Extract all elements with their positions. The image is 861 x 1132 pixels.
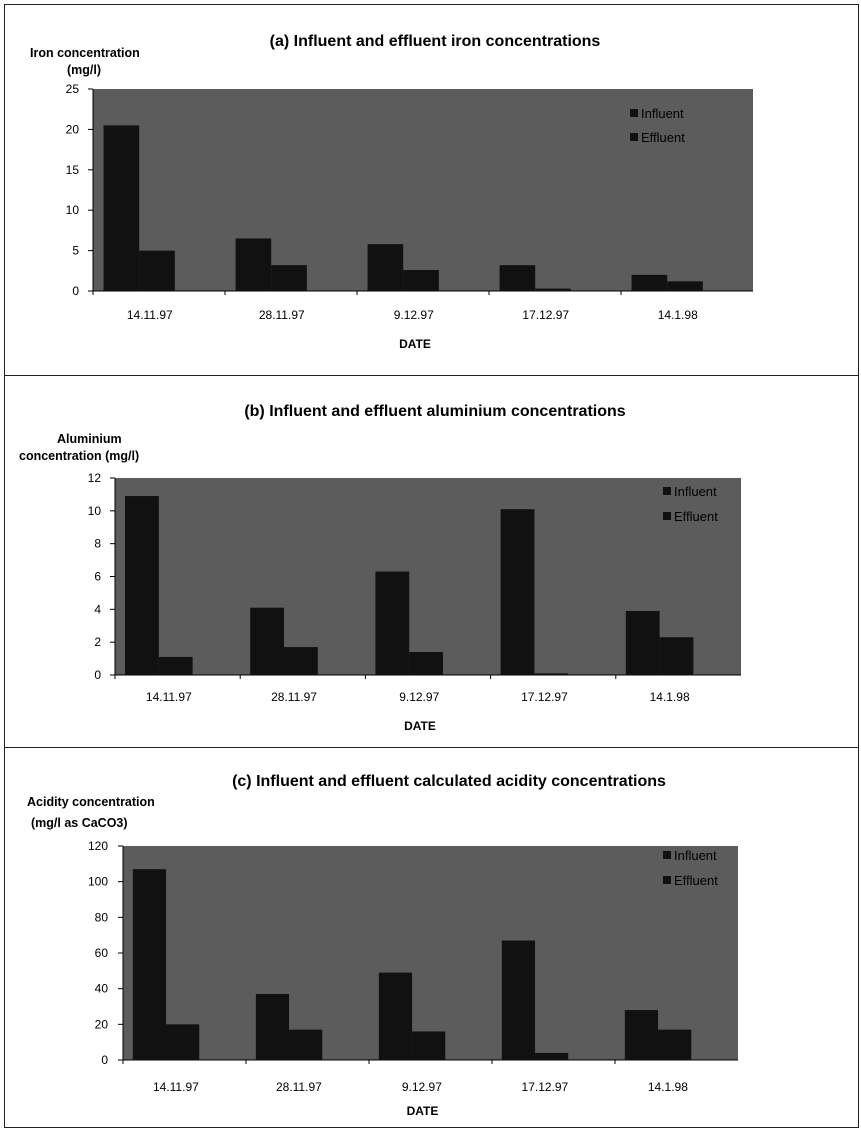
x-tick-label: 17.12.97 xyxy=(522,308,569,322)
y-tick-label: 4 xyxy=(94,602,101,616)
chart-panel-iron: (a) Influent and effluent iron concentra… xyxy=(4,4,859,376)
bar-influent xyxy=(255,994,290,1060)
legend-label-influent: Influent xyxy=(641,106,684,121)
y-tick-label: 8 xyxy=(94,537,101,551)
legend-label-influent: Influent xyxy=(674,484,717,499)
x-tick-label: 14.11.97 xyxy=(153,1080,199,1094)
y-tick-label: 80 xyxy=(95,910,109,924)
chart-title: (a) Influent and effluent iron concentra… xyxy=(270,33,601,50)
bar-effluent xyxy=(412,1031,446,1060)
bar-effluent xyxy=(659,637,694,675)
chart-title: (b) Influent and effluent aluminium conc… xyxy=(244,403,625,420)
x-tick-label: 9.12.97 xyxy=(394,308,434,322)
y-tick-label: 100 xyxy=(88,875,108,889)
bar-influent xyxy=(375,571,410,675)
y-tick-label: 10 xyxy=(88,504,102,518)
plot-area xyxy=(93,89,753,291)
legend-label-effluent: Effluent xyxy=(641,130,685,145)
bar-influent xyxy=(125,496,159,675)
y-axis-label-line-2: (mg/l) xyxy=(67,63,101,77)
bar-influent xyxy=(625,610,660,675)
bar-influent xyxy=(367,244,404,291)
y-tick-label: 60 xyxy=(95,946,109,960)
legend-swatch-effluent xyxy=(663,512,671,520)
bar-influent xyxy=(235,238,272,291)
bar-effluent xyxy=(139,250,175,291)
x-tick-label: 14.1.98 xyxy=(658,308,698,322)
legend-swatch-influent xyxy=(630,109,638,117)
x-tick-label: 14.1.98 xyxy=(648,1080,688,1094)
bar-effluent xyxy=(403,269,439,291)
y-tick-label: 6 xyxy=(94,570,101,584)
bar-influent xyxy=(103,125,140,291)
bar-effluent xyxy=(409,652,444,675)
bar-influent xyxy=(250,607,285,675)
x-axis-label: DATE xyxy=(404,719,436,733)
bar-effluent xyxy=(535,1052,569,1060)
acidity-chart: (c) Influent and effluent calculated aci… xyxy=(27,773,738,1118)
chart-title: (c) Influent and effluent calculated aci… xyxy=(232,773,666,790)
bar-influent xyxy=(499,265,536,291)
bar-effluent xyxy=(667,281,703,291)
y-tick-label: 0 xyxy=(94,668,101,682)
y-axis-label-line-2: (mg/l as CaCO3) xyxy=(31,816,128,830)
chart-panel-acidity: (c) Influent and effluent calculated aci… xyxy=(4,747,859,1128)
y-tick-label: 0 xyxy=(101,1053,108,1067)
y-axis-label-line-2: concentration (mg/l) xyxy=(19,449,139,463)
y-tick-label: 25 xyxy=(66,82,80,96)
y-tick-label: 0 xyxy=(72,284,79,298)
legend-label-effluent: Effluent xyxy=(674,873,718,888)
legend-label-effluent: Effluent xyxy=(674,509,718,524)
bar-influent xyxy=(624,1010,659,1060)
y-tick-label: 2 xyxy=(94,635,101,649)
legend-swatch-influent xyxy=(663,851,671,859)
y-axis-label-line-1: Aluminium xyxy=(57,432,122,446)
y-tick-label: 15 xyxy=(66,163,80,177)
legend-swatch-effluent xyxy=(663,876,671,884)
x-tick-label: 28.11.97 xyxy=(259,308,305,322)
bar-effluent xyxy=(658,1029,692,1060)
y-axis-label-line-1: Iron concentration xyxy=(30,46,140,60)
bar-effluent xyxy=(289,1029,323,1060)
y-tick-label: 10 xyxy=(66,203,80,217)
x-tick-label: 28.11.97 xyxy=(271,690,317,704)
bar-effluent xyxy=(158,656,193,675)
y-axis-label-line-1: Acidity concentration xyxy=(27,795,155,809)
legend-label-influent: Influent xyxy=(674,848,717,863)
bar-effluent xyxy=(284,647,318,675)
aluminium-chart: (b) Influent and effluent aluminium conc… xyxy=(19,403,741,733)
legend-swatch-effluent xyxy=(630,133,638,141)
iron-chart: (a) Influent and effluent iron concentra… xyxy=(30,33,753,351)
chart-panel-aluminium: (b) Influent and effluent aluminium conc… xyxy=(4,375,859,748)
bar-effluent xyxy=(271,265,307,291)
x-axis-label: DATE xyxy=(399,337,431,351)
y-tick-label: 120 xyxy=(88,839,108,853)
y-tick-label: 5 xyxy=(72,244,79,258)
x-tick-label: 14.1.98 xyxy=(650,690,690,704)
bar-influent xyxy=(132,869,167,1060)
y-tick-label: 40 xyxy=(95,982,109,996)
y-tick-label: 12 xyxy=(88,471,102,485)
x-tick-label: 9.12.97 xyxy=(399,690,439,704)
bar-effluent xyxy=(535,288,571,291)
x-tick-label: 28.11.97 xyxy=(276,1080,322,1094)
x-axis-label: DATE xyxy=(407,1104,439,1118)
bar-effluent xyxy=(166,1024,200,1060)
x-tick-label: 17.12.97 xyxy=(522,1080,569,1094)
y-tick-label: 20 xyxy=(95,1017,109,1031)
bar-influent xyxy=(501,940,536,1060)
x-tick-label: 14.11.97 xyxy=(146,690,192,704)
legend-swatch-influent xyxy=(663,487,671,495)
x-tick-label: 17.12.97 xyxy=(521,690,568,704)
y-tick-label: 20 xyxy=(66,122,80,136)
x-tick-label: 9.12.97 xyxy=(402,1080,442,1094)
bar-influent xyxy=(631,274,668,291)
bar-influent xyxy=(500,509,535,675)
bar-effluent xyxy=(534,673,569,675)
x-tick-label: 14.11.97 xyxy=(127,308,173,322)
bar-influent xyxy=(378,972,413,1060)
